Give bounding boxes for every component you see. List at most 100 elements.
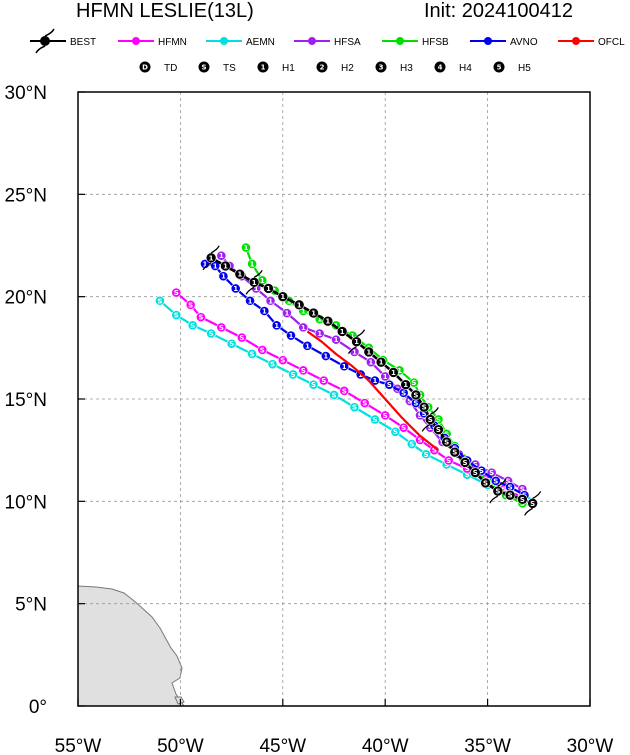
coastal-island — [174, 696, 185, 705]
hurricane-arm — [202, 245, 220, 271]
track-point-glyph: S — [508, 492, 513, 500]
track-point-glyph: S — [452, 449, 457, 457]
legend-label: HFMN — [158, 37, 187, 48]
y-tick-label: 25°N — [5, 185, 47, 206]
intensity-symbol-glyph: 2 — [320, 64, 325, 72]
track-point-glyph: S — [352, 404, 357, 412]
track-point-glyph: S — [387, 381, 392, 389]
track-point-glyph: S — [407, 398, 412, 406]
track-point — [318, 375, 329, 386]
track-point-glyph: S — [174, 289, 179, 297]
track-point-glyph: 1 — [354, 338, 359, 346]
track-point — [267, 359, 278, 370]
track-point — [263, 283, 274, 294]
hurricane-arm — [347, 329, 366, 355]
track-point — [277, 355, 288, 366]
track-point — [388, 367, 399, 378]
track-point — [281, 308, 292, 318]
track-point — [271, 320, 282, 331]
track-point — [421, 449, 432, 460]
x-tick-label: 50°W — [157, 736, 204, 755]
track-point-glyph: S — [422, 404, 427, 412]
track-point-glyph: S — [432, 447, 437, 455]
track-point — [185, 299, 196, 310]
track-point-glyph: S — [301, 367, 306, 375]
track-point — [459, 457, 471, 468]
track-point — [370, 414, 380, 425]
legend-dot — [396, 37, 404, 45]
track-point — [375, 356, 387, 368]
track-point-glyph: S — [219, 324, 224, 332]
legend-item-hfsb: HFSB — [382, 37, 449, 48]
track-point — [171, 310, 182, 320]
legend-label: BEST — [70, 37, 96, 48]
track-point-glyph: S — [428, 416, 433, 424]
intensity-label: H1 — [282, 63, 295, 74]
track-point — [302, 340, 313, 351]
intensity-symbol-glyph: 3 — [379, 64, 384, 72]
track-point — [155, 295, 165, 306]
track-point-glyph: S — [331, 391, 336, 399]
track-point — [245, 295, 255, 306]
legend-item-avno: AVNO — [470, 37, 538, 48]
legend-item-ofcl: OFCL — [558, 37, 625, 48]
track-point — [195, 312, 206, 323]
forecast-tracks: SSSSSSSSSSSSSSSSSSSSSSSSSSSSSSSSSSSSSSSS… — [155, 242, 542, 516]
track-point — [247, 349, 257, 359]
track-point-glyph: 1 — [325, 318, 330, 326]
track-point — [443, 455, 454, 466]
track-point-glyph: 1 — [280, 293, 285, 301]
track-point — [257, 344, 268, 355]
intensity-symbol — [434, 61, 446, 73]
track-point-glyph: S — [483, 479, 488, 487]
track-point-glyph: 1 — [223, 262, 228, 270]
track-point — [359, 398, 370, 408]
track-point-glyph: S — [401, 389, 406, 397]
track-point-glyph: S — [444, 461, 449, 469]
y-tick-label: 15°N — [5, 390, 47, 411]
intensity-key-h2: 2 H2 — [316, 61, 354, 74]
intensity-label: H4 — [459, 63, 472, 74]
track-point — [265, 295, 276, 306]
legend-item-best: BEST — [30, 28, 96, 54]
track-point — [236, 332, 247, 343]
track-point-glyph: S — [270, 361, 275, 369]
track-point-glyph: S — [311, 381, 316, 389]
legend-dot — [132, 37, 140, 45]
plot-area: SSSSSSSSSSSSSSSSSSSSSSSSSSSSSSSSSSSSSSSS… — [78, 92, 590, 706]
south-america-landmass — [78, 585, 185, 706]
track-point-glyph: 1 — [233, 285, 238, 293]
track-point-glyph: S — [362, 400, 367, 408]
intensity-key: D TD S TS 1 H1 2 H2 3 H3 4 H4 5 H5 — [139, 61, 531, 74]
track-point — [400, 379, 411, 390]
track-point-glyph: S — [422, 410, 427, 418]
legend-dot — [220, 37, 228, 45]
track-point-glyph: S — [260, 346, 265, 354]
track-point — [433, 424, 444, 436]
track-point — [220, 260, 231, 272]
track-point-glyph: 1 — [352, 348, 357, 356]
legend-dot — [572, 37, 580, 45]
track-point-glyph: 1 — [289, 332, 294, 340]
track-point-glyph: 1 — [254, 285, 259, 293]
track-point-glyph: 1 — [243, 244, 248, 252]
track-point-glyph: S — [465, 471, 470, 479]
track-point — [218, 271, 229, 282]
track-point — [339, 385, 350, 396]
track-point-glyph: S — [436, 426, 441, 434]
track-point-glyph: 1 — [274, 322, 279, 330]
track-point — [308, 379, 319, 390]
track-point — [298, 365, 309, 376]
track-point-glyph: S — [188, 301, 193, 309]
track-point — [314, 328, 325, 339]
track-point — [380, 371, 391, 382]
track-point-glyph: S — [463, 459, 468, 467]
track-point-glyph: 1 — [342, 363, 347, 371]
intensity-label: TS — [223, 63, 236, 74]
y-tick-label: 0° — [29, 697, 47, 718]
track-point-glyph: 1 — [350, 332, 355, 340]
map-axes: 55°W 50°W 45°W 40°W 35°W 30°W 0° 5°N 10°N 15°N 20°… — [5, 83, 614, 755]
track-point — [517, 493, 528, 505]
track-point-glyph: 1 — [311, 310, 316, 318]
